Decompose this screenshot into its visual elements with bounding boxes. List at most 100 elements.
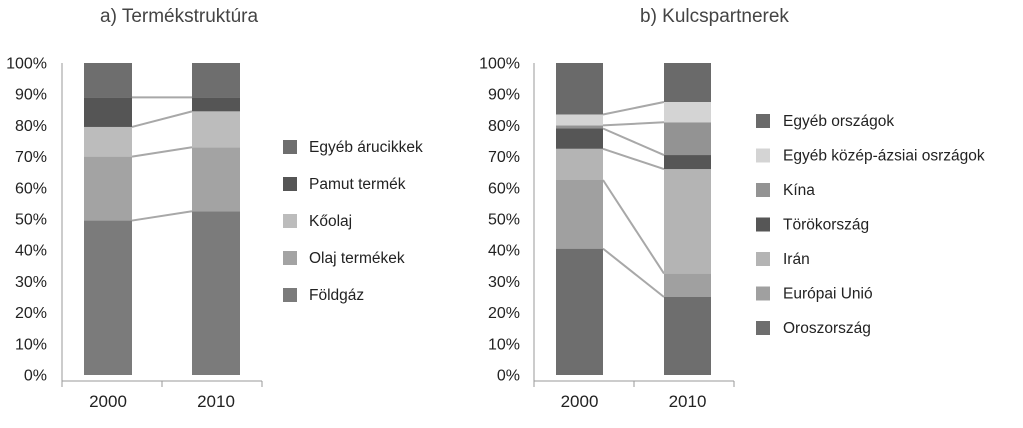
legend-label: Törökország	[783, 217, 869, 234]
legend-swatch	[283, 177, 297, 191]
bar-segment	[556, 114, 603, 126]
bar-segment	[192, 147, 240, 212]
y-tick-label: 80%	[488, 118, 520, 135]
legend-item: Egyéb országok	[756, 113, 894, 130]
legend-item: Földgáz	[283, 287, 364, 304]
bars	[556, 63, 711, 375]
bar-segment	[84, 97, 132, 127]
connector-lines	[131, 96, 193, 222]
legend-label: Irán	[783, 251, 810, 268]
legend-item: Kőolaj	[283, 213, 352, 230]
bar-segment	[192, 63, 240, 98]
bar-segment	[192, 97, 240, 112]
legend-item: Kína	[756, 182, 815, 199]
bar-segment	[84, 220, 132, 375]
axis-lines	[533, 63, 735, 387]
y-axis: 0% 10% 20% 30% 40% 50% 60% 70% 80% 90% 100%	[479, 56, 520, 385]
y-tick-label: 40%	[15, 243, 47, 260]
legend-item: Törökország	[756, 217, 869, 234]
legend-item: Irán	[756, 251, 810, 268]
y-tick-label: 60%	[15, 180, 47, 197]
y-tick-label: 100%	[6, 56, 47, 73]
y-tick-label: 90%	[488, 87, 520, 104]
bar-segment	[664, 155, 711, 170]
y-tick-label: 100%	[479, 56, 520, 73]
y-tick-label: 50%	[488, 212, 520, 229]
legend-item: Egyéb közép-ázsiai osrzágok	[756, 148, 985, 165]
legend-label: Egyéb országok	[783, 113, 894, 130]
legend-item: Olaj termékek	[283, 250, 405, 267]
legend-label: Európai Unió	[783, 286, 873, 303]
y-tick-label: 50%	[15, 212, 47, 229]
bar-segment	[664, 169, 711, 274]
bar-segment	[556, 63, 603, 115]
bar-segment	[664, 273, 711, 297]
y-tick-label: 80%	[15, 118, 47, 135]
connector-line	[602, 179, 665, 275]
bar-segment	[664, 102, 711, 123]
chart-title: a) Termékstruktúra	[100, 6, 258, 27]
axis-lines	[61, 63, 263, 387]
connector-lines	[602, 101, 665, 298]
bar-segment	[84, 126, 132, 157]
legend-item: Pamut termék	[283, 176, 406, 193]
y-tick-label: 40%	[488, 243, 520, 260]
legend-swatch	[283, 251, 297, 265]
connector-line	[602, 247, 665, 298]
chart-title: b) Kulcspartnerek	[640, 6, 789, 27]
legend-label: Kína	[783, 182, 815, 199]
connector-line	[602, 147, 665, 171]
connector-line	[131, 146, 193, 158]
x-axis: 2000 2010	[89, 392, 235, 411]
legend-label: Kőolaj	[309, 213, 352, 230]
bar-segment	[192, 111, 240, 148]
x-tick-label: 2000	[561, 392, 599, 411]
connector-line	[131, 210, 193, 222]
bar-segment	[192, 211, 240, 375]
connector-line	[131, 110, 193, 128]
chart-panel-key-partners: b) Kulcspartnerek 0% 10% 20% 30% 40% 50% 60% 70…	[479, 6, 985, 411]
legend-swatch	[756, 286, 770, 301]
y-tick-label: 10%	[488, 336, 520, 353]
x-tick-label: 2010	[669, 392, 707, 411]
legend-swatch	[283, 214, 297, 228]
y-tick-label: 20%	[488, 305, 520, 322]
y-tick-label: 30%	[488, 274, 520, 291]
x-tick-label: 2000	[89, 392, 127, 411]
chart-panel-product-structure: a) Termékstruktúra 0% 10% 20% 30% 40% 50% 60% 7…	[6, 6, 423, 411]
y-axis: 0% 10% 20% 30% 40% 50% 60% 70% 80% 90% 100%	[6, 56, 47, 385]
legend-label: Oroszország	[783, 320, 871, 337]
legend-swatch	[756, 252, 770, 266]
bar-segment	[664, 297, 711, 375]
bar-segment	[556, 128, 603, 149]
legend-item: Oroszország	[756, 320, 871, 337]
connector-line	[602, 127, 665, 156]
bar-segment	[664, 63, 711, 102]
legend-swatch	[756, 114, 770, 128]
legend-item: Európai Unió	[756, 286, 873, 303]
x-tick-label: 2010	[197, 392, 235, 411]
y-tick-label: 70%	[15, 149, 47, 166]
bar-segment	[556, 180, 603, 249]
y-tick-label: 30%	[15, 274, 47, 291]
legend-label: Egyéb árucikkek	[309, 139, 423, 156]
bars	[84, 63, 240, 375]
connector-line	[602, 101, 665, 116]
y-tick-label: 0%	[24, 368, 47, 385]
bar-segment	[84, 63, 132, 98]
y-tick-label: 90%	[15, 87, 47, 104]
legend-label: Pamut termék	[309, 176, 406, 193]
bar-segment	[556, 248, 603, 375]
bar-segment	[556, 148, 603, 180]
legend-swatch	[283, 140, 297, 154]
legend-swatch	[756, 321, 770, 335]
y-tick-label: 20%	[15, 305, 47, 322]
legend-item: Egyéb árucikkek	[283, 139, 423, 156]
y-tick-label: 0%	[497, 368, 520, 385]
y-tick-label: 10%	[15, 336, 47, 353]
legend-swatch	[756, 217, 770, 232]
bar-segment	[556, 125, 603, 129]
legend: Egyéb árucikkek Pamut termék Kőolaj Olaj te…	[283, 139, 423, 304]
bar-segment	[84, 156, 132, 221]
